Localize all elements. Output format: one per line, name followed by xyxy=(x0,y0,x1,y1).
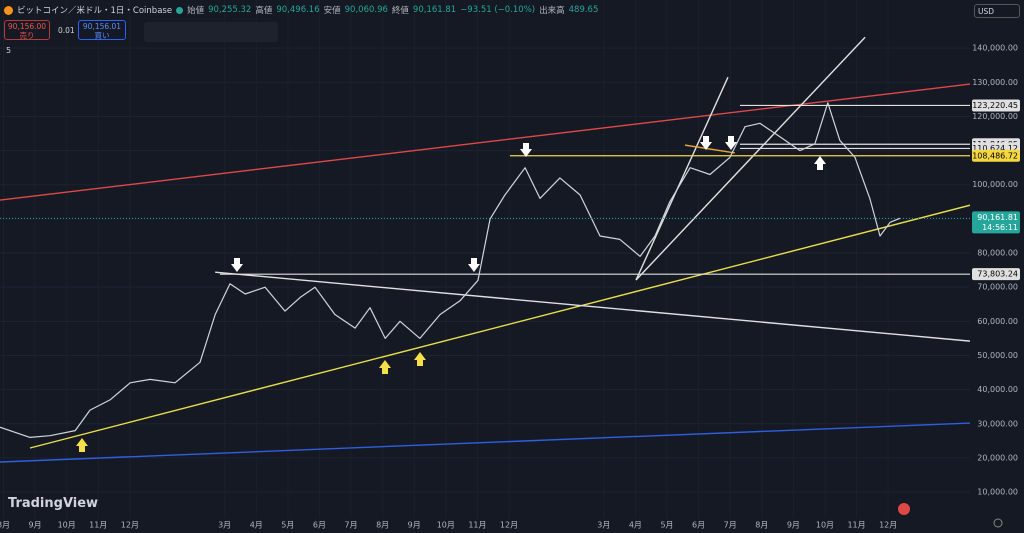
y-tick-label: 140,000.00 xyxy=(972,44,1018,53)
indicator-count[interactable]: 5 xyxy=(6,46,12,55)
x-tick-label: 10月 xyxy=(58,521,76,530)
y-tick-label: 30,000.00 xyxy=(977,419,1018,428)
x-tick-label: 3月 xyxy=(597,521,610,530)
quantity[interactable]: 0.01 xyxy=(58,26,75,35)
ohlc-key: 始値 xyxy=(187,6,205,16)
ohlc-key: 高値 xyxy=(255,6,273,16)
trend-line xyxy=(684,144,736,154)
y-tick-label: 70,000.00 xyxy=(977,283,1018,292)
y-tick-label: 10,000.00 xyxy=(977,488,1018,497)
sell-price: 90,156.00 xyxy=(7,22,47,31)
x-tick-label: 12月 xyxy=(500,521,518,530)
y-tick-label: 80,000.00 xyxy=(977,249,1018,258)
y-tick-label: 130,000.00 xyxy=(972,78,1018,87)
x-tick-label: 7月 xyxy=(724,521,737,530)
last-price-tag xyxy=(972,211,1020,234)
level-label: 110,624.12 xyxy=(972,144,1018,153)
trend-line xyxy=(215,271,970,342)
symbol-header: ビットコイン／米ドル・1日・Coinbase 始値 90,255.32 高値 90,… xyxy=(4,4,598,16)
x-tick-label: 11月 xyxy=(89,521,107,530)
brand-logo: TradingView xyxy=(8,496,99,511)
sell-label: 売り xyxy=(19,31,35,40)
y-tick-label: 40,000.00 xyxy=(977,385,1018,394)
trend-line xyxy=(29,204,970,449)
level-tag xyxy=(972,149,1020,162)
x-tick-label: 9月 xyxy=(787,521,800,530)
x-tick-label: 11月 xyxy=(847,521,865,530)
level-label: 108,486.72 xyxy=(972,151,1018,160)
symbol[interactable]: ビットコイン／米ドル・1日・Coinbase xyxy=(17,6,173,16)
buy-price: 90,156.01 xyxy=(82,22,122,31)
ohlc-value: 90,496.16 xyxy=(276,5,320,15)
level-label: 73,803.24 xyxy=(977,270,1018,279)
event-icon[interactable] xyxy=(898,503,910,515)
x-tick-label: 9月 xyxy=(408,521,421,530)
x-tick-label: 4月 xyxy=(250,521,263,530)
btc-icon xyxy=(4,5,13,15)
ohlc-value: 90,161.81 xyxy=(412,5,457,15)
x-tick-label: 8月 xyxy=(0,521,10,530)
level-tag xyxy=(972,268,1020,281)
y-tick-label: 100,000.00 xyxy=(972,180,1018,189)
countdown: 14:56:11 xyxy=(982,223,1018,232)
x-tick-label: 6月 xyxy=(313,521,326,530)
x-tick-label: 12月 xyxy=(879,521,897,530)
y-tick-label: 120,000.00 xyxy=(972,112,1018,121)
sell-button[interactable]: 90,156.00 売り xyxy=(4,20,50,40)
x-tick-label: 5月 xyxy=(660,521,673,530)
settings-icon[interactable] xyxy=(993,518,1003,528)
down-arrows xyxy=(231,136,826,272)
ohlc-key: 安値 xyxy=(323,6,341,16)
x-tick-label: 5月 xyxy=(281,521,294,530)
ohlc-key: 終値 xyxy=(391,6,409,16)
status-dot xyxy=(176,6,184,14)
ohlc-value: 90,255.32 xyxy=(208,5,252,15)
y-tick-label: 60,000.00 xyxy=(977,317,1018,326)
x-tick-label: 8月 xyxy=(376,521,389,530)
x-tick-label: 6月 xyxy=(692,521,705,530)
volume: 489.65 xyxy=(568,5,599,15)
x-tick-label: 10月 xyxy=(437,521,455,530)
volume-key: 出来高 xyxy=(539,6,565,16)
trend-line xyxy=(0,83,970,201)
buy-button[interactable]: 90,156.01 買い xyxy=(78,20,126,40)
x-tick-label: 10月 xyxy=(816,521,834,530)
x-tick-label: 3月 xyxy=(218,521,231,530)
drawing-toolbar[interactable] xyxy=(144,22,278,42)
y-tick-label: 20,000.00 xyxy=(977,453,1018,462)
level-tag xyxy=(972,99,1020,112)
ohlc-value: 90,060.96 xyxy=(344,5,388,15)
x-tick-label: 8月 xyxy=(755,521,768,530)
currency-select[interactable]: USD xyxy=(974,4,1020,18)
trend-line xyxy=(635,36,866,281)
x-tick-label: 4月 xyxy=(629,521,642,530)
x-tick-label: 7月 xyxy=(344,521,357,530)
price-line xyxy=(0,102,901,438)
x-tick-label: 11月 xyxy=(468,521,486,530)
change: −93.51 (−0.10%) xyxy=(460,5,536,15)
x-tick-label: 12月 xyxy=(121,521,139,530)
x-tick-label: 9月 xyxy=(29,521,42,530)
last-price-label: 90,161.81 xyxy=(977,213,1018,222)
buy-label: 買い xyxy=(94,31,110,40)
up-arrows xyxy=(76,352,426,452)
y-tick-label: 50,000.00 xyxy=(977,351,1018,360)
trend-line xyxy=(0,422,970,463)
level-label: 123,220.45 xyxy=(972,101,1018,110)
trend-line xyxy=(635,76,729,281)
